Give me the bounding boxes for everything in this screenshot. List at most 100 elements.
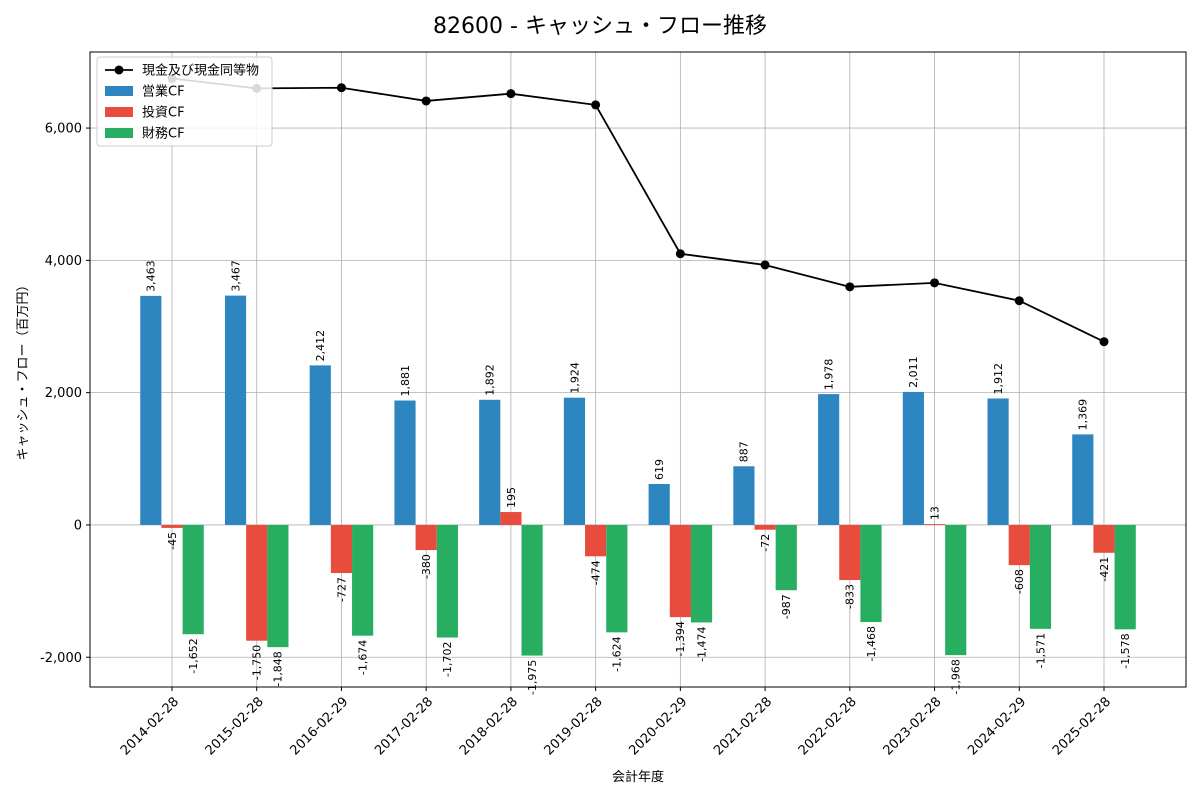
bar-value-label: -1,468 bbox=[865, 626, 878, 661]
x-tick-label: 2014-02-28 bbox=[118, 694, 182, 758]
y-tick-label: 6,000 bbox=[45, 122, 82, 137]
cash-balance-point bbox=[675, 249, 685, 259]
cash-balance-line bbox=[171, 77, 1105, 343]
bar-investing bbox=[330, 524, 353, 574]
bar-value-label: -45 bbox=[166, 532, 179, 550]
y-tick-label: 4,000 bbox=[45, 254, 82, 269]
bar-value-label: 2,412 bbox=[314, 330, 327, 362]
bar-value-label: -1,652 bbox=[187, 638, 200, 673]
bar-investing bbox=[161, 524, 183, 528]
bar-investing bbox=[754, 524, 776, 530]
bar-value-label: -1,571 bbox=[1034, 633, 1047, 668]
x-tick-label: 2023-02-28 bbox=[881, 694, 945, 758]
bar-operating bbox=[648, 483, 670, 525]
bar-operating bbox=[902, 391, 924, 525]
x-tick-label: 2025-02-28 bbox=[1050, 694, 1114, 758]
bar-value-label: -72 bbox=[759, 534, 772, 552]
x-tick-label: 2024-02-29 bbox=[965, 694, 1029, 758]
bar-value-label: 1,912 bbox=[992, 363, 1005, 394]
bar-operating bbox=[563, 397, 586, 525]
bar-financing bbox=[945, 524, 967, 656]
bar-operating bbox=[224, 295, 247, 525]
y-tick-label: -2,000 bbox=[40, 651, 82, 666]
bar-value-label: 13 bbox=[928, 506, 941, 520]
bar-operating bbox=[394, 400, 416, 525]
bar-investing bbox=[246, 524, 268, 641]
cash-balance-point bbox=[421, 96, 431, 106]
bar-value-label: 3,463 bbox=[145, 260, 158, 292]
bar-value-label: 3,467 bbox=[229, 260, 242, 292]
cash-balance-point bbox=[591, 100, 601, 110]
bar-operating bbox=[733, 466, 755, 525]
bar-value-label: 1,369 bbox=[1077, 399, 1090, 431]
bar-value-label: -1,750 bbox=[251, 645, 264, 680]
bar-value-label: -1,394 bbox=[674, 621, 687, 656]
legend-label: 営業CF bbox=[142, 84, 185, 100]
bar-investing bbox=[669, 524, 691, 618]
bar-value-label: -1,674 bbox=[356, 640, 369, 675]
bar-investing bbox=[839, 524, 861, 581]
legend-swatch bbox=[105, 128, 133, 138]
bar-investing bbox=[500, 512, 522, 525]
bar-value-label: 2,011 bbox=[907, 356, 920, 388]
bar-operating bbox=[1072, 434, 1094, 525]
cash-balance-point bbox=[336, 83, 346, 93]
x-tick-label: 2016-02-29 bbox=[287, 694, 351, 758]
y-tick-label: 2,000 bbox=[45, 386, 82, 401]
bar-financing bbox=[267, 524, 289, 648]
bar-financing bbox=[606, 524, 628, 633]
bar-financing bbox=[860, 524, 882, 623]
bar-value-label: -608 bbox=[1013, 569, 1026, 594]
legend-label: 財務CF bbox=[142, 127, 185, 142]
bar-value-label: -1,474 bbox=[695, 626, 708, 661]
bar-operating bbox=[818, 394, 840, 525]
x-tick-label: 2017-02-28 bbox=[372, 694, 436, 758]
bar-value-label: 1,881 bbox=[399, 365, 412, 397]
bar-value-label: 1,892 bbox=[484, 364, 497, 396]
bar-investing bbox=[415, 524, 437, 551]
bar-value-label: 195 bbox=[505, 487, 518, 508]
bar-financing bbox=[690, 524, 713, 623]
bar-operating bbox=[309, 365, 331, 525]
bar-operating bbox=[140, 295, 162, 525]
bar-value-label: -987 bbox=[780, 594, 793, 619]
bar-financing bbox=[775, 524, 797, 591]
bar-value-label: 1,978 bbox=[822, 359, 835, 391]
legend-label: 投資CF bbox=[142, 105, 185, 121]
cash-balance-point bbox=[506, 89, 516, 99]
bar-value-label: -1,975 bbox=[526, 660, 539, 695]
legend-swatch bbox=[105, 86, 133, 96]
bar-operating bbox=[479, 399, 501, 525]
bar-value-label: -727 bbox=[335, 577, 348, 602]
bar-value-label: 619 bbox=[653, 459, 666, 480]
bar-value-label: -833 bbox=[844, 584, 857, 609]
cash-balance-point bbox=[1014, 296, 1024, 306]
plot-frame bbox=[89, 51, 1187, 688]
bar-value-label: -421 bbox=[1098, 557, 1111, 582]
bar-financing bbox=[1029, 524, 1052, 629]
cash-balance-point bbox=[760, 260, 770, 270]
bar-value-label: -1,848 bbox=[272, 651, 285, 686]
y-axis-label: キャッシュ・フロー（百万円） bbox=[16, 278, 31, 460]
x-tick-label: 2020-02-29 bbox=[626, 694, 690, 758]
bar-operating bbox=[987, 398, 1009, 525]
legend-swatch bbox=[105, 107, 133, 117]
bar-financing bbox=[182, 524, 204, 635]
x-tick-label: 2019-02-28 bbox=[542, 694, 606, 758]
legend-label: 現金及び現金同等物 bbox=[142, 63, 259, 79]
bar-investing bbox=[1008, 524, 1030, 566]
x-axis-label: 会計年度 bbox=[612, 769, 664, 785]
bar-value-label: -1,968 bbox=[950, 659, 963, 694]
bar-financing bbox=[352, 524, 374, 636]
bar-value-label: -1,624 bbox=[611, 636, 624, 671]
bar-investing bbox=[923, 524, 946, 525]
bar-financing bbox=[1114, 524, 1136, 630]
bar-investing bbox=[585, 524, 607, 557]
bar-financing bbox=[521, 524, 543, 656]
bar-value-label: -380 bbox=[420, 554, 433, 579]
bar-value-label: 1,924 bbox=[568, 362, 581, 394]
cash-balance-point bbox=[845, 282, 855, 292]
